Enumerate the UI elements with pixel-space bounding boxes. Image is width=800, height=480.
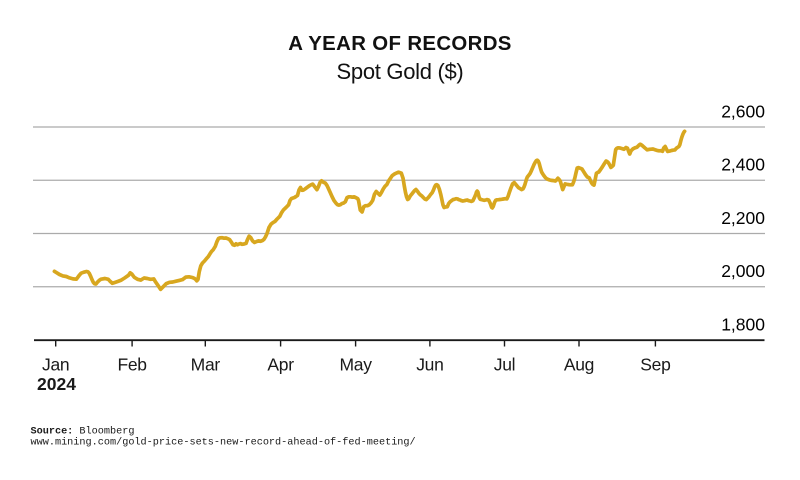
svg-text:Feb: Feb [117, 355, 146, 375]
svg-text:1,800: 1,800 [721, 314, 765, 334]
svg-text:Sep: Sep [640, 355, 670, 375]
svg-text:Jun: Jun [416, 355, 443, 375]
svg-text:Apr: Apr [267, 355, 294, 375]
svg-text:May: May [340, 355, 373, 375]
svg-text:A YEAR OF RECORDS: A YEAR OF RECORDS [288, 33, 511, 55]
svg-text:2,200: 2,200 [721, 208, 765, 228]
svg-text:Mar: Mar [191, 355, 221, 375]
svg-text:2024: 2024 [37, 374, 76, 394]
svg-text:2,600: 2,600 [721, 101, 765, 121]
svg-text:Jan: Jan [42, 355, 69, 375]
svg-text:Source: Bloomberg: Source: Bloomberg [31, 426, 135, 438]
svg-text:Spot Gold ($): Spot Gold ($) [337, 59, 464, 84]
svg-text:2,000: 2,000 [721, 261, 765, 281]
svg-text:www.mining.com/gold-price-sets: www.mining.com/gold-price-sets-new-recor… [31, 436, 416, 448]
svg-text:Aug: Aug [564, 355, 594, 375]
svg-text:Jul: Jul [494, 355, 515, 375]
svg-text:2,400: 2,400 [721, 155, 765, 175]
